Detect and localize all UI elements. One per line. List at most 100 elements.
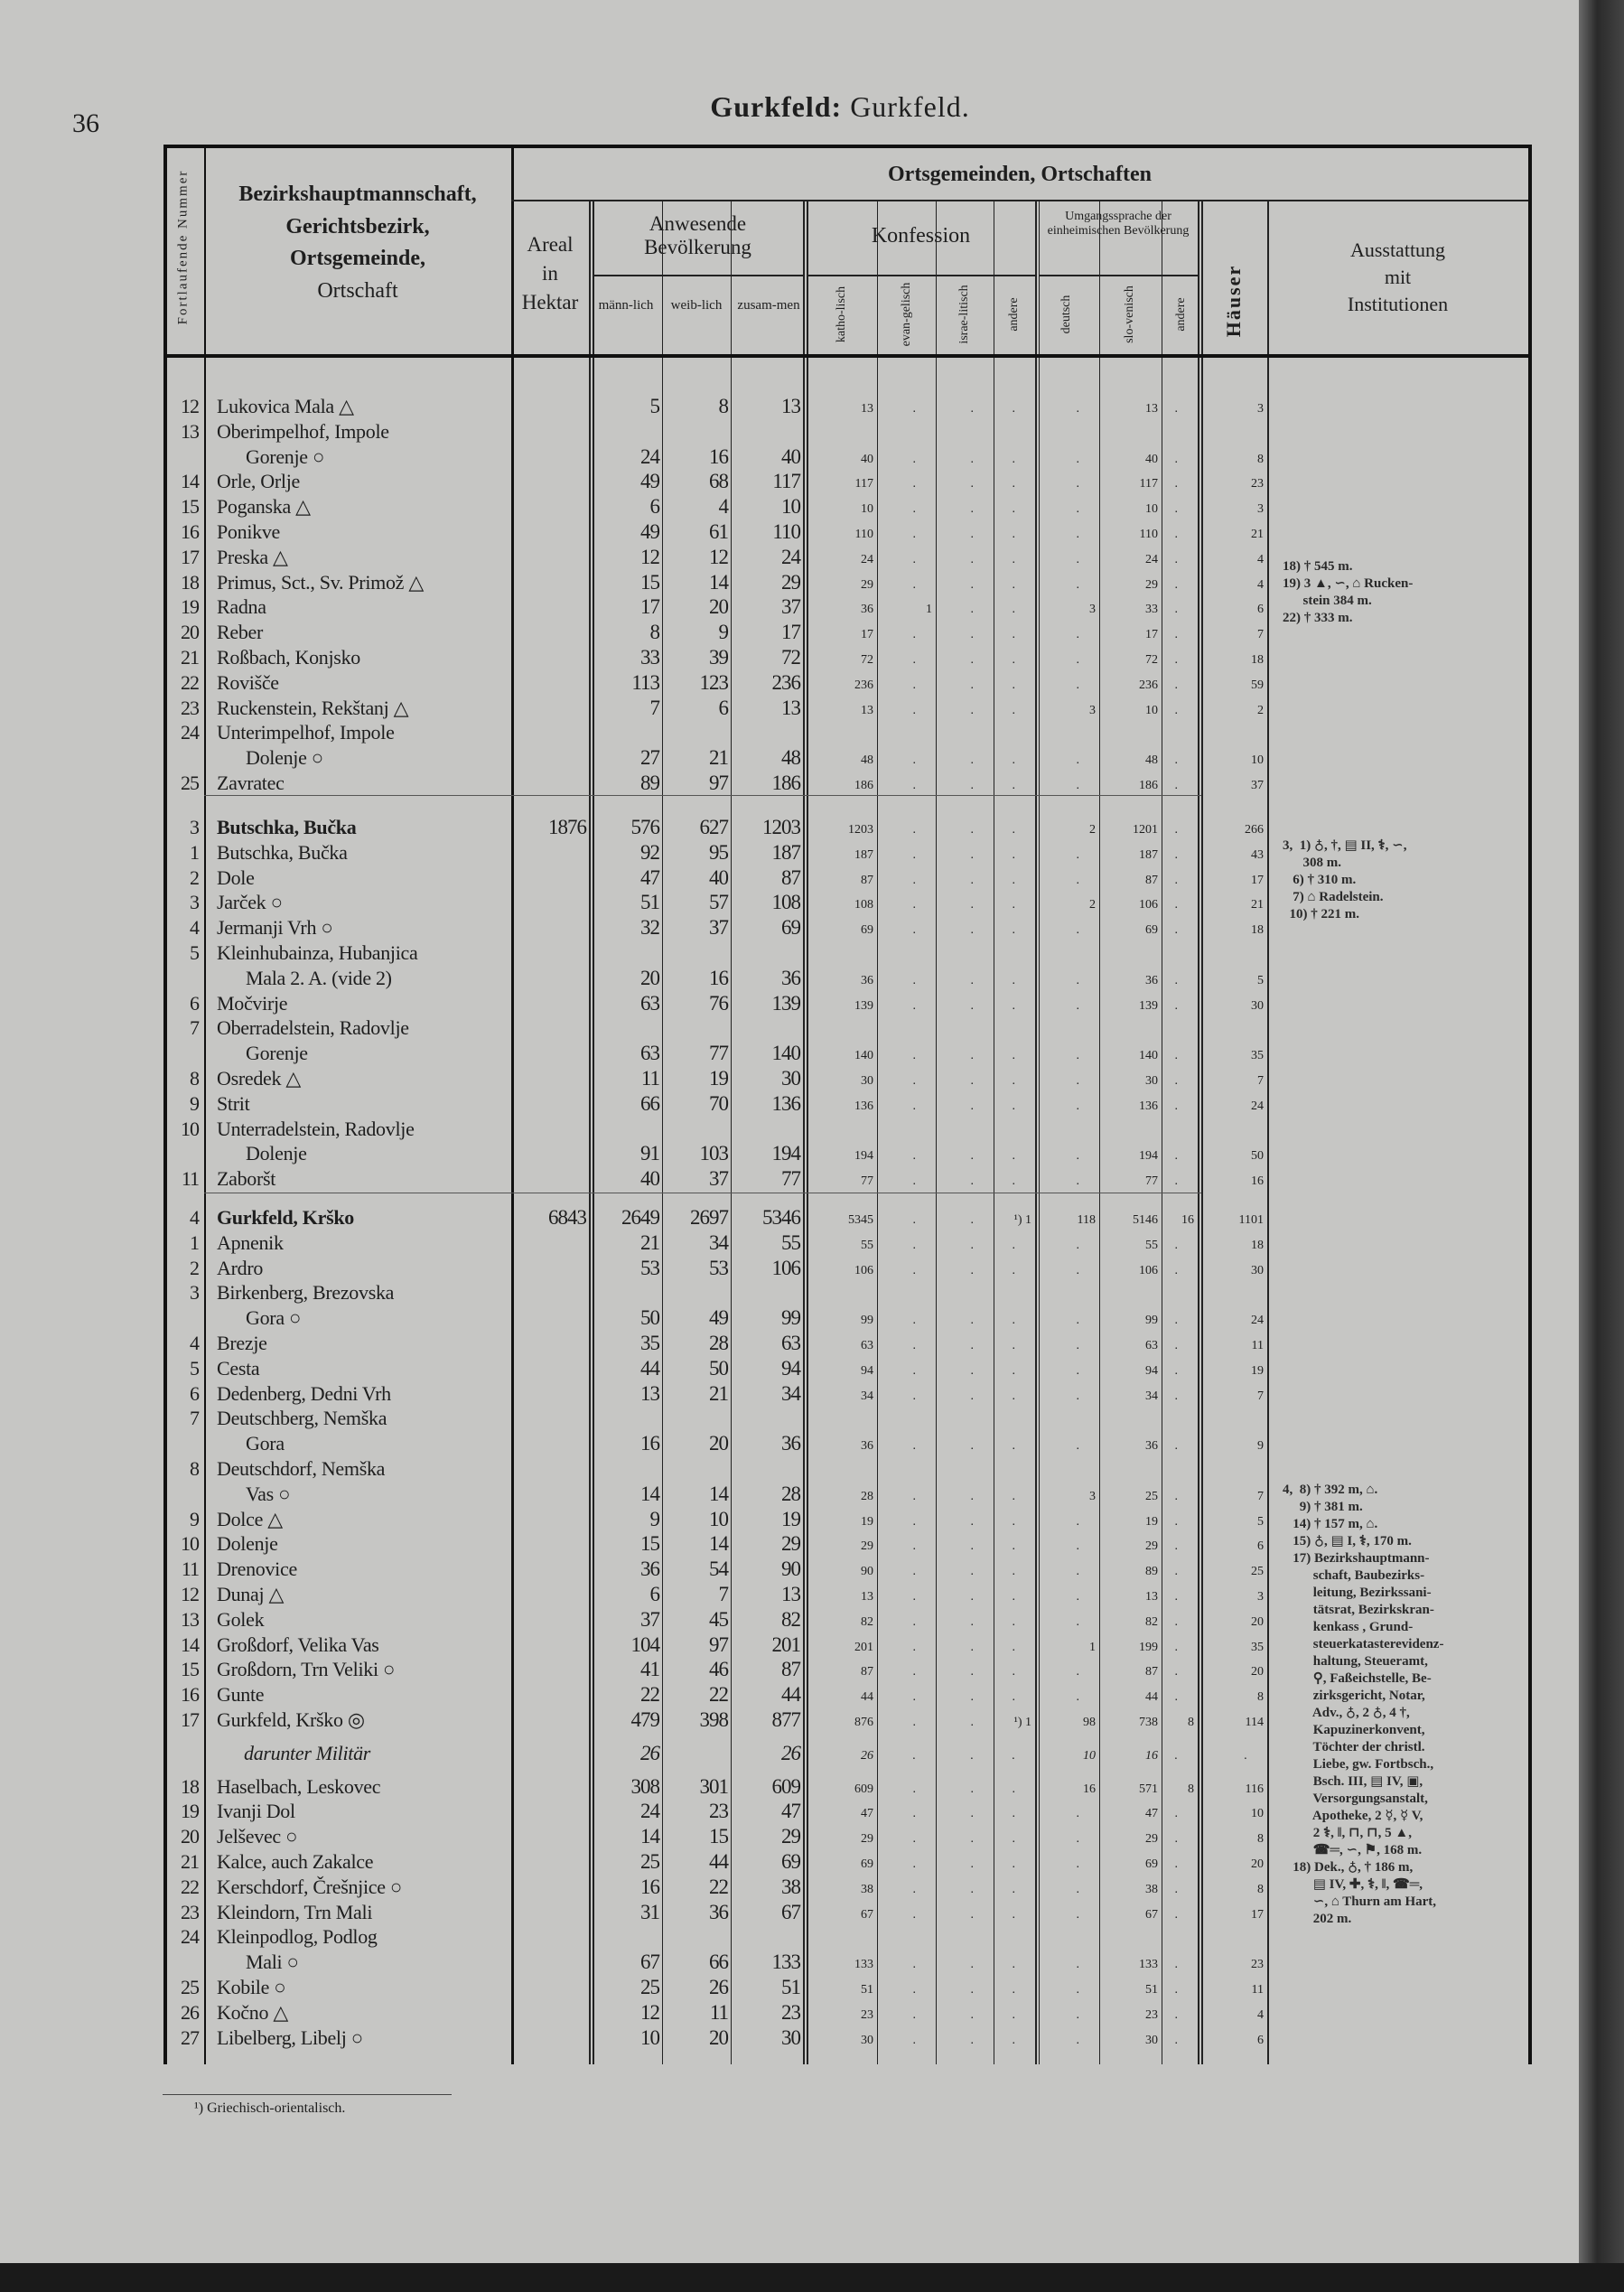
table-row: 20 Jelševec ○ 14 15 29 29.... 29. 8: [0, 1824, 1528, 1849]
table-row: 1 Apnenik 21 34 55 55.... 55. 18: [0, 1230, 1528, 1256]
cell-female: 10: [709, 1507, 729, 1530]
cell-houses: 8: [1257, 1832, 1264, 1847]
cell-areal: [511, 394, 586, 419]
cell-areal: [511, 1166, 586, 1192]
cell-areal: [511, 1975, 586, 2000]
table-row-continuation: Dolenje ○ 27 21 48 48.... 48. 10: [0, 745, 1528, 771]
cell-other-confession: .: [1012, 1049, 1016, 1063]
cell-evangelical: .: [912, 452, 917, 466]
cell-slovenian: 29: [1145, 1832, 1158, 1847]
cell-israelite: .: [970, 1748, 975, 1763]
cell-other-confession: ¹) 1: [1013, 1213, 1031, 1227]
cell-areal: [511, 494, 586, 519]
cell-areal: [511, 1482, 586, 1507]
cell-israelite: .: [970, 1049, 975, 1063]
cell-total: 34: [781, 1381, 801, 1405]
institutions-notes: 4, 8) † 392 m, ⌂. 9) † 381 m. 14) † 157 …: [1283, 1482, 1526, 1928]
cell-other-confession: .: [1012, 823, 1016, 837]
cell-male: 63: [640, 1042, 660, 1065]
table-row: 25 Zavratec 89 97 186 186.... 186. 37: [0, 771, 1528, 796]
cell-catholic: 117: [854, 477, 873, 491]
table-row: 16 Ponikve 49 61 110 110.... 110. 21: [0, 519, 1528, 545]
cell-total: 26: [781, 1741, 801, 1764]
cell-male: 91: [640, 1142, 660, 1165]
cell-other-language: .: [1174, 1389, 1179, 1403]
cell-male: 13: [640, 1381, 660, 1405]
cell-catholic: 30: [861, 2033, 873, 2047]
cell-slovenian: 136: [1139, 1099, 1158, 1113]
table-row: 8 Osredek △ 11 19 30 30.... 30. 7: [0, 1066, 1528, 1091]
cell-male: 89: [640, 772, 660, 794]
row-number: 15: [181, 1658, 200, 1681]
place-name: Drenovice: [217, 1558, 297, 1581]
cell-areal: [511, 1741, 586, 1766]
cell-other-language: .: [1174, 1074, 1179, 1088]
header-other-language: andere: [1174, 297, 1188, 332]
cell-other-language: 16: [1181, 1213, 1194, 1227]
cell-total: 29: [781, 570, 801, 594]
cell-catholic: 94: [861, 1363, 873, 1378]
place-name: Ardro: [217, 1256, 264, 1279]
column-rule: [1099, 201, 1100, 2064]
cell-other-language: .: [1174, 528, 1179, 541]
row-number: 19: [181, 1800, 200, 1823]
cell-israelite: .: [970, 1263, 975, 1277]
cell-german: .: [1076, 452, 1080, 466]
table-row: 3 Birkenberg, Brezovska: [0, 1280, 1528, 1305]
cell-catholic: 67: [861, 1907, 873, 1922]
row-number: 16: [181, 520, 200, 543]
cell-israelite: .: [970, 1489, 975, 1503]
cell-slovenian: 82: [1145, 1614, 1158, 1629]
cell-male: 67: [640, 1951, 660, 1974]
cell-slovenian: 10: [1145, 502, 1158, 517]
cell-german: 3: [1089, 603, 1096, 617]
cell-catholic: 106: [854, 1263, 873, 1277]
cell-male: 16: [640, 1432, 660, 1455]
cell-other-language: .: [1174, 1489, 1179, 1503]
header-name-line: Ortsgemeinde,: [290, 247, 425, 271]
cell-areal: [511, 1091, 586, 1117]
cell-slovenian: 133: [1139, 1958, 1158, 1972]
note-line: Kapuzinerkonvent,: [1283, 1723, 1425, 1737]
cell-houses: 10: [1251, 753, 1264, 768]
note-line: 4, 8) † 392 m, ⌂.: [1283, 1483, 1378, 1497]
cell-german: 2: [1089, 823, 1096, 837]
cell-israelite: .: [970, 678, 975, 692]
scan-bottom-edge: [0, 2263, 1624, 2292]
cell-male: 20: [640, 966, 660, 989]
note-line: steuerkatasterevidenz-: [1283, 1637, 1444, 1651]
cell-male: 7: [649, 696, 661, 719]
table-row: 15 Poganska △ 6 4 10 10.... 10. 3: [0, 494, 1528, 519]
cell-israelite: .: [970, 973, 975, 987]
cell-female: 49: [709, 1306, 729, 1330]
cell-other-language: .: [1174, 823, 1179, 837]
note-line: 7) ⌂ Radelstein.: [1283, 890, 1384, 904]
cell-female: 34: [709, 1230, 729, 1254]
cell-german: 98: [1083, 1716, 1096, 1729]
cell-israelite: .: [970, 1832, 975, 1847]
cell-slovenian: 738: [1139, 1716, 1158, 1729]
cell-german: .: [1076, 1983, 1080, 1997]
table-row: 20 Reber 8 9 17 17.... 17. 7: [0, 620, 1528, 645]
cell-catholic: 13: [861, 703, 873, 717]
cell-other-confession: .: [1012, 753, 1016, 768]
cell-german: .: [1076, 847, 1080, 862]
cell-evangelical: .: [912, 477, 917, 491]
cell-catholic: 5345: [848, 1213, 873, 1227]
cell-total: 67: [781, 1900, 801, 1923]
cell-slovenian: 77: [1145, 1174, 1158, 1189]
cell-german: .: [1076, 402, 1080, 416]
cell-german: .: [1076, 528, 1080, 541]
cell-houses: 17: [1251, 873, 1264, 887]
place-name: Butschka, Bučka: [217, 816, 357, 838]
cell-female: 21: [709, 746, 729, 770]
cell-israelite: .: [970, 2007, 975, 2022]
cell-male: 5: [649, 395, 661, 417]
cell-male: 49: [640, 470, 660, 493]
note-line: tätsrat, Bezirkskran-: [1283, 1603, 1434, 1617]
cell-male: 36: [640, 1558, 660, 1581]
row-number: 21: [181, 1850, 200, 1873]
cell-areal: [511, 570, 586, 595]
cell-female: 16: [709, 444, 729, 468]
place-name-continuation: Gorenje ○: [246, 444, 324, 468]
